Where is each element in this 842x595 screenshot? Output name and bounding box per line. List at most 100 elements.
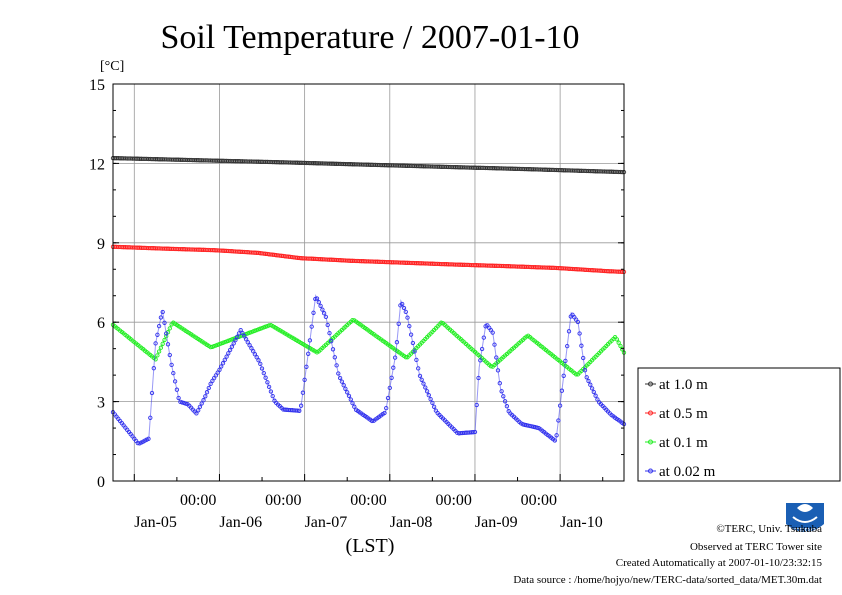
data-point — [307, 338, 313, 343]
data-point — [389, 375, 394, 380]
data-point — [337, 375, 343, 381]
data-point — [350, 400, 355, 406]
data-point — [502, 399, 508, 404]
logo-text: TERC — [794, 527, 816, 536]
x-tick-time-label: 00:00 — [435, 492, 471, 509]
data-point — [488, 364, 494, 369]
legend-label: at 0.1 m — [659, 435, 708, 451]
data-point — [155, 353, 160, 358]
data-point — [476, 375, 481, 381]
chart-title: Soil Temperature / 2007-01-10 — [160, 19, 579, 56]
data-point — [245, 340, 250, 345]
legend-entry: at 0.5 m — [645, 406, 708, 422]
data-point — [329, 339, 334, 344]
data-point — [265, 380, 270, 385]
data-point — [309, 324, 314, 329]
data-point — [204, 390, 210, 395]
data-point — [492, 342, 497, 347]
data-point — [410, 340, 416, 346]
data-point — [162, 320, 167, 325]
data-point — [247, 343, 252, 348]
x-tick-time-label: 00:00 — [265, 492, 301, 509]
data-point — [302, 377, 307, 382]
data-point — [384, 405, 389, 411]
data-point — [431, 404, 437, 409]
series-at-0-5-m — [110, 244, 627, 275]
data-point — [352, 404, 357, 409]
data-point — [268, 389, 274, 394]
x-tick-date-label: Jan-06 — [219, 514, 262, 531]
data-point — [318, 303, 323, 309]
data-point — [297, 408, 302, 413]
data-point — [559, 388, 565, 393]
x-tick-time-label: 00:00 — [350, 492, 386, 509]
x-tick-date-label: Jan-07 — [305, 514, 348, 531]
y-tick-label: 6 — [97, 315, 105, 332]
series-at-0-1-m — [110, 317, 627, 377]
data-point — [300, 390, 306, 395]
data-point — [490, 330, 495, 335]
series-line — [112, 318, 625, 376]
data-point — [298, 403, 304, 408]
data-point — [174, 387, 180, 392]
data-point — [336, 371, 341, 376]
data-point — [176, 395, 181, 401]
legend-entry: at 0.02 m — [645, 464, 716, 480]
x-tick-date-label: Jan-09 — [475, 514, 518, 531]
data-point — [148, 415, 153, 420]
data-point — [614, 337, 620, 342]
data-point — [217, 367, 222, 372]
y-axis-unit-label: [°C] — [100, 59, 124, 74]
x-tick-date-label: Jan-05 — [134, 514, 177, 531]
data-point — [258, 361, 263, 367]
data-point — [403, 355, 408, 360]
data-point — [167, 352, 172, 358]
data-point — [407, 323, 412, 329]
data-point — [158, 345, 164, 350]
data-point — [341, 383, 346, 388]
data-point — [565, 343, 570, 349]
data-point — [345, 390, 350, 395]
data-point — [501, 394, 506, 399]
legend-swatch-marker — [648, 381, 653, 387]
data-point — [226, 351, 231, 356]
data-point — [146, 436, 151, 441]
data-point — [254, 355, 259, 360]
data-point — [266, 384, 272, 390]
data-point — [270, 393, 275, 399]
data-point — [165, 342, 171, 347]
data-point — [208, 381, 213, 387]
data-point — [391, 365, 396, 370]
data-point — [196, 408, 201, 413]
y-tick-label: 0 — [97, 474, 105, 491]
data-point — [504, 404, 510, 409]
data-point — [197, 404, 203, 410]
data-point — [311, 310, 316, 315]
data-point — [591, 389, 596, 395]
legend-entry: at 1.0 m — [645, 377, 708, 393]
data-point — [474, 402, 479, 408]
data-point — [222, 357, 227, 363]
data-point — [396, 321, 401, 326]
data-point — [238, 327, 243, 333]
y-tick-label: 12 — [89, 156, 105, 173]
data-point — [400, 301, 405, 307]
data-point — [595, 397, 600, 402]
data-point — [584, 375, 589, 380]
data-point — [497, 381, 502, 386]
data-point — [183, 401, 188, 406]
x-tick-time-label: 00:00 — [180, 492, 216, 509]
data-point — [552, 438, 557, 443]
data-point — [430, 400, 435, 406]
y-tick-label: 3 — [97, 395, 105, 412]
data-point — [156, 349, 162, 354]
data-point — [589, 386, 595, 391]
credit-observed: Observed at TERC Tower site — [690, 541, 822, 553]
data-point — [494, 355, 499, 360]
data-point — [242, 334, 247, 339]
data-point — [479, 346, 485, 352]
data-point — [575, 319, 581, 325]
legend-label: at 0.02 m — [659, 464, 716, 480]
data-point — [156, 323, 162, 329]
